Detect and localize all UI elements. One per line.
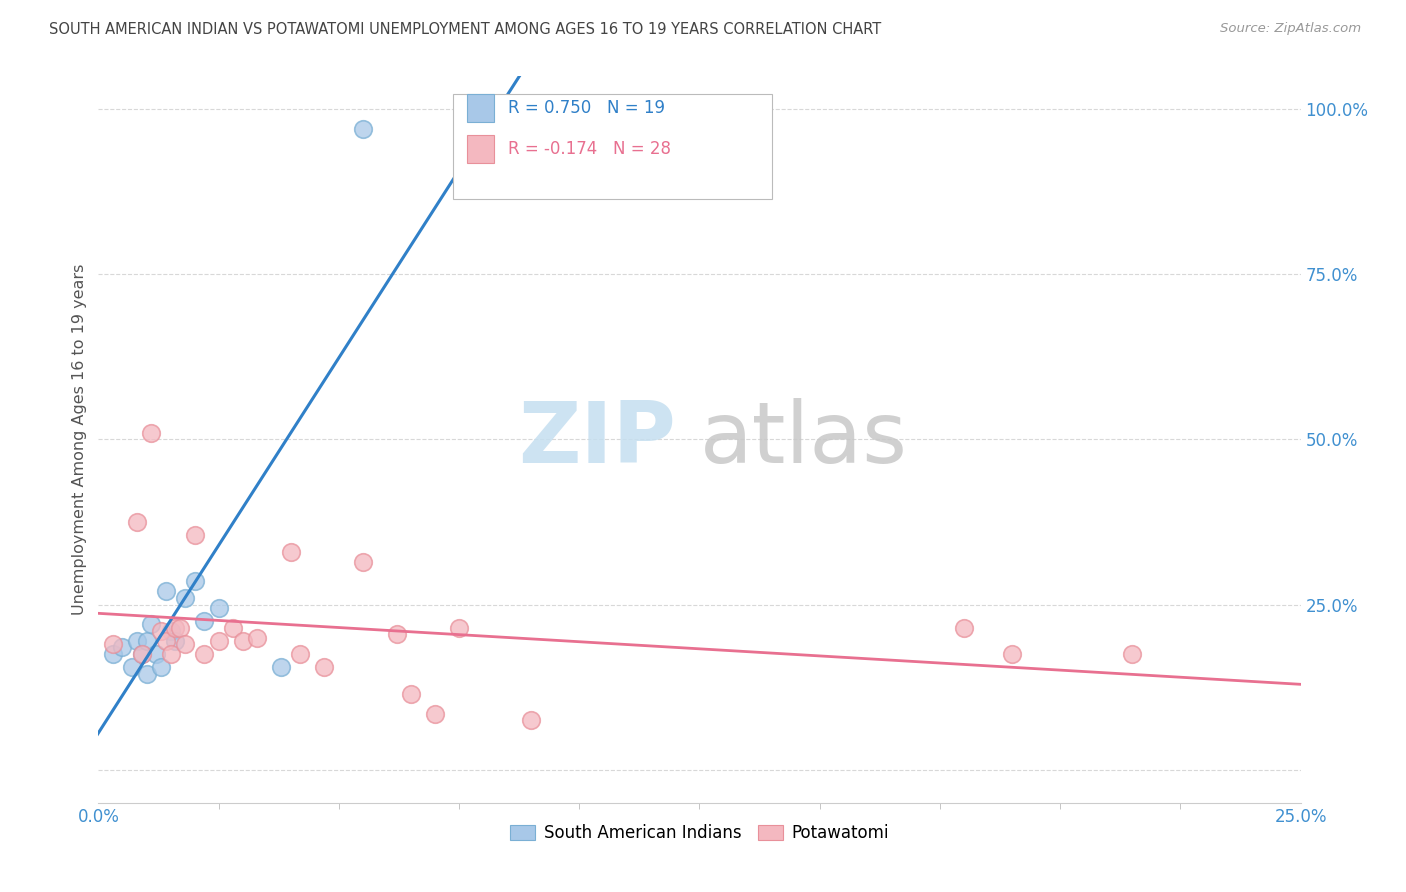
Point — [447, 621, 470, 635]
Point — [232, 633, 254, 648]
Text: SOUTH AMERICAN INDIAN VS POTAWATOMI UNEMPLOYMENT AMONG AGES 16 TO 19 YEARS CORRE: SOUTH AMERICAN INDIAN VS POTAWATOMI UNEM… — [49, 22, 882, 37]
Point — [101, 647, 124, 661]
Point — [125, 515, 148, 529]
Point — [399, 687, 422, 701]
Point — [135, 667, 157, 681]
FancyBboxPatch shape — [467, 94, 494, 121]
Y-axis label: Unemployment Among Ages 16 to 19 years: Unemployment Among Ages 16 to 19 years — [72, 264, 87, 615]
Point — [520, 713, 543, 727]
Point — [149, 624, 172, 638]
Point — [135, 633, 157, 648]
Point — [222, 621, 245, 635]
Point — [145, 647, 167, 661]
Point — [208, 600, 231, 615]
Text: atlas: atlas — [699, 398, 907, 481]
Point — [193, 614, 215, 628]
Point — [314, 660, 336, 674]
Text: R = 0.750   N = 19: R = 0.750 N = 19 — [509, 99, 665, 117]
Point — [169, 621, 191, 635]
Legend: South American Indians, Potawatomi: South American Indians, Potawatomi — [503, 818, 896, 849]
Point — [121, 660, 143, 674]
Point — [174, 637, 197, 651]
Point — [149, 660, 172, 674]
Point — [165, 633, 187, 648]
Point — [208, 633, 231, 648]
FancyBboxPatch shape — [453, 94, 772, 200]
Point — [246, 631, 269, 645]
Point — [953, 621, 976, 635]
Point — [174, 591, 197, 605]
Point — [183, 574, 205, 589]
Point — [1001, 647, 1024, 661]
Point — [193, 647, 215, 661]
Point — [131, 647, 153, 661]
Point — [155, 633, 177, 648]
Point — [423, 706, 446, 721]
Point — [165, 621, 187, 635]
Point — [125, 633, 148, 648]
FancyBboxPatch shape — [467, 136, 494, 163]
Point — [159, 647, 181, 661]
Point — [270, 660, 292, 674]
Point — [141, 617, 163, 632]
Point — [1121, 647, 1143, 661]
Point — [352, 555, 374, 569]
Text: Source: ZipAtlas.com: Source: ZipAtlas.com — [1220, 22, 1361, 36]
Point — [141, 425, 163, 440]
Point — [183, 528, 205, 542]
Point — [159, 624, 181, 638]
Point — [131, 647, 153, 661]
Point — [385, 627, 408, 641]
Text: R = -0.174   N = 28: R = -0.174 N = 28 — [509, 140, 671, 158]
Text: ZIP: ZIP — [517, 398, 675, 481]
Point — [280, 544, 302, 558]
Point — [101, 637, 124, 651]
Point — [111, 640, 134, 655]
Point — [155, 584, 177, 599]
Point — [352, 121, 374, 136]
Point — [290, 647, 312, 661]
